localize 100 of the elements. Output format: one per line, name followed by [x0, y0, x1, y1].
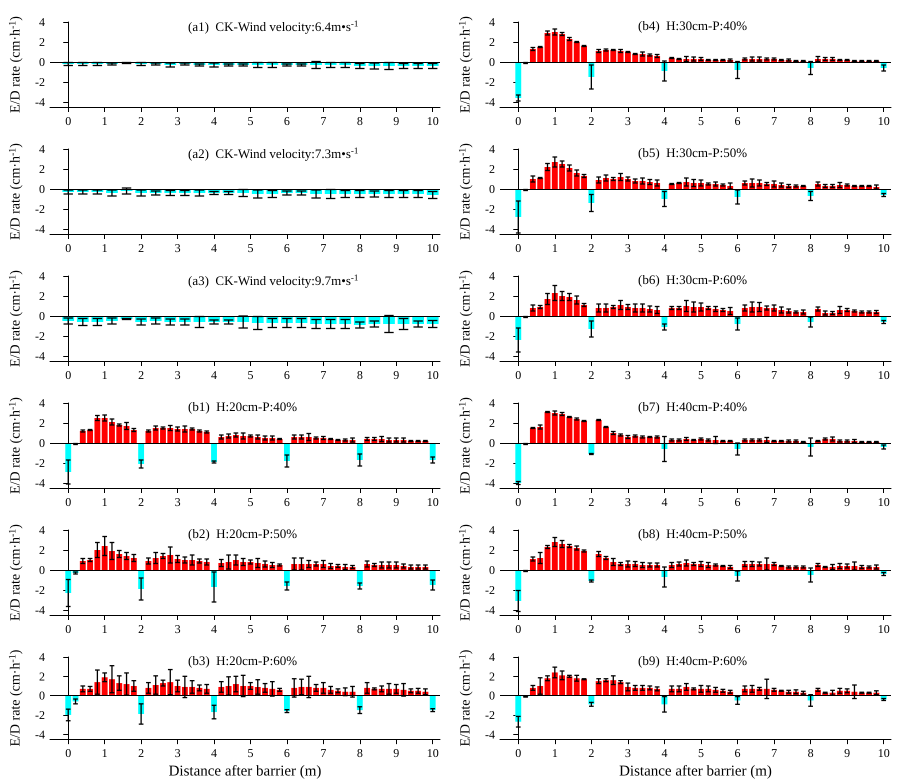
y-tick-label: -2 [35, 456, 45, 470]
x-tick-label: 8 [808, 241, 814, 255]
y-tick-label: 4 [39, 269, 45, 283]
x-tick-label: 9 [393, 746, 400, 760]
x-tick-label: 2 [588, 622, 594, 636]
y-tick-label: -2 [485, 583, 495, 597]
y-tick-label: 4 [489, 142, 495, 156]
y-axis-title: E/D rate (cm·h-1) [458, 270, 474, 367]
x-tick-label: 9 [844, 368, 850, 382]
x-tick-label: 2 [588, 495, 594, 509]
y-tick-label: 4 [39, 142, 45, 156]
x-tick-label: 9 [844, 746, 850, 760]
y-tick-label: -2 [35, 329, 45, 343]
x-tick-label: 1 [552, 495, 558, 509]
y-tick-label: 0 [489, 563, 495, 577]
x-tick-label: 6 [284, 495, 290, 509]
y-tick-label: -4 [485, 222, 495, 236]
x-tick-label: 4 [661, 622, 668, 636]
x-tick-label: 2 [138, 495, 144, 509]
x-tick-label: 4 [211, 746, 218, 760]
y-tick-label: -4 [485, 95, 495, 109]
x-tick-label: 10 [426, 622, 439, 636]
x-tick-label: 10 [878, 622, 890, 636]
x-tick-label: 7 [771, 241, 778, 255]
y-tick-label: -2 [35, 202, 45, 216]
x-tick-label: 8 [356, 746, 363, 760]
x-tick-label: 1 [552, 368, 558, 382]
y-tick-label: 2 [39, 669, 45, 684]
y-tick-label: -4 [485, 349, 495, 363]
y-tick-label: -4 [485, 727, 495, 742]
x-tick-label: 10 [426, 368, 439, 382]
x-tick-label: 1 [102, 114, 108, 128]
x-tick-label: 0 [65, 368, 72, 382]
y-tick-label: -4 [35, 476, 45, 490]
chart-title: (b5) H:30cm-P:50% [638, 145, 748, 160]
y-tick-label: 4 [489, 15, 495, 29]
y-axis-title: E/D rate (cm·h-1) [8, 16, 24, 113]
x-tick-label: 10 [426, 495, 439, 509]
x-tick-label: 2 [588, 368, 594, 382]
y-axis-title: E/D rate (cm·h-1) [8, 142, 24, 240]
x-tick-label: 7 [771, 622, 778, 636]
chart-title: (b2) H:20cm-P:50% [188, 526, 298, 541]
x-tick-label: 2 [138, 114, 144, 128]
x-tick-label: 3 [174, 114, 181, 128]
x-tick-label: 9 [844, 495, 850, 509]
x-tick-label: 4 [661, 114, 668, 128]
x-tick-label: 6 [734, 495, 741, 509]
x-tick-label: 9 [844, 241, 850, 255]
y-tick-label: 0 [489, 688, 495, 703]
x-tick-label: 8 [356, 241, 363, 255]
x-tick-label: 1 [552, 114, 558, 128]
x-tick-label: 9 [393, 114, 400, 128]
x-tick-label: 1 [102, 495, 108, 509]
x-tick-label: 5 [698, 495, 704, 509]
x-tick-label: 3 [624, 114, 631, 128]
x-tick-label: 4 [661, 368, 668, 382]
x-tick-label: 3 [624, 241, 631, 255]
x-tick-label: 0 [515, 241, 522, 255]
y-tick-label: -2 [485, 456, 495, 470]
x-tick-label: 9 [393, 622, 400, 636]
x-tick-label: 1 [102, 746, 108, 760]
x-tick-label: 2 [588, 746, 594, 760]
x-tick-label: 7 [320, 114, 326, 128]
y-axis-title: E/D rate (cm·h-1) [458, 396, 474, 494]
chart-title: (b4) H:30cm-P:40% [638, 18, 748, 33]
x-tick-label: 9 [844, 114, 850, 128]
chart-title: (b9) H:40cm-P:60% [638, 653, 748, 668]
x-tick-label: 8 [808, 495, 814, 509]
x-tick-label: 5 [247, 495, 254, 509]
x-tick-label: 4 [211, 368, 218, 382]
x-tick-label: 6 [284, 114, 290, 128]
y-tick-label: 2 [39, 289, 45, 303]
x-tick-label: 0 [65, 114, 72, 128]
x-tick-label: 7 [771, 368, 778, 382]
x-tick-label: 6 [284, 622, 290, 636]
x-tick-label: 7 [320, 746, 326, 760]
y-axis-title: E/D rate (cm·h-1) [458, 16, 474, 113]
y-tick-label: 2 [489, 416, 495, 430]
x-tick-label: 0 [65, 495, 72, 509]
x-tick-label: 3 [174, 368, 181, 382]
y-tick-label: -4 [485, 476, 495, 490]
x-tick-label: 3 [624, 746, 631, 760]
x-tick-label: 10 [426, 114, 439, 128]
y-tick-label: 4 [489, 523, 495, 537]
x-tick-label: 2 [138, 746, 144, 760]
y-tick-label: 2 [489, 162, 495, 176]
x-tick-label: 5 [247, 622, 254, 636]
x-tick-label: 4 [211, 241, 218, 255]
y-axis-title: E/D rate (cm·h-1) [8, 396, 24, 494]
x-tick-label: 10 [426, 746, 439, 760]
chart-title: (b1) H:20cm-P:40% [188, 399, 298, 414]
y-tick-label: 0 [39, 182, 45, 196]
y-tick-label: 2 [39, 162, 45, 176]
x-tick-label: 4 [211, 622, 218, 636]
y-tick-label: -4 [485, 603, 495, 617]
y-tick-label: 2 [39, 416, 45, 430]
x-tick-label: 6 [734, 241, 741, 255]
y-tick-label: -2 [485, 708, 495, 722]
x-tick-label: 3 [174, 495, 181, 509]
y-tick-label: 0 [39, 563, 45, 577]
